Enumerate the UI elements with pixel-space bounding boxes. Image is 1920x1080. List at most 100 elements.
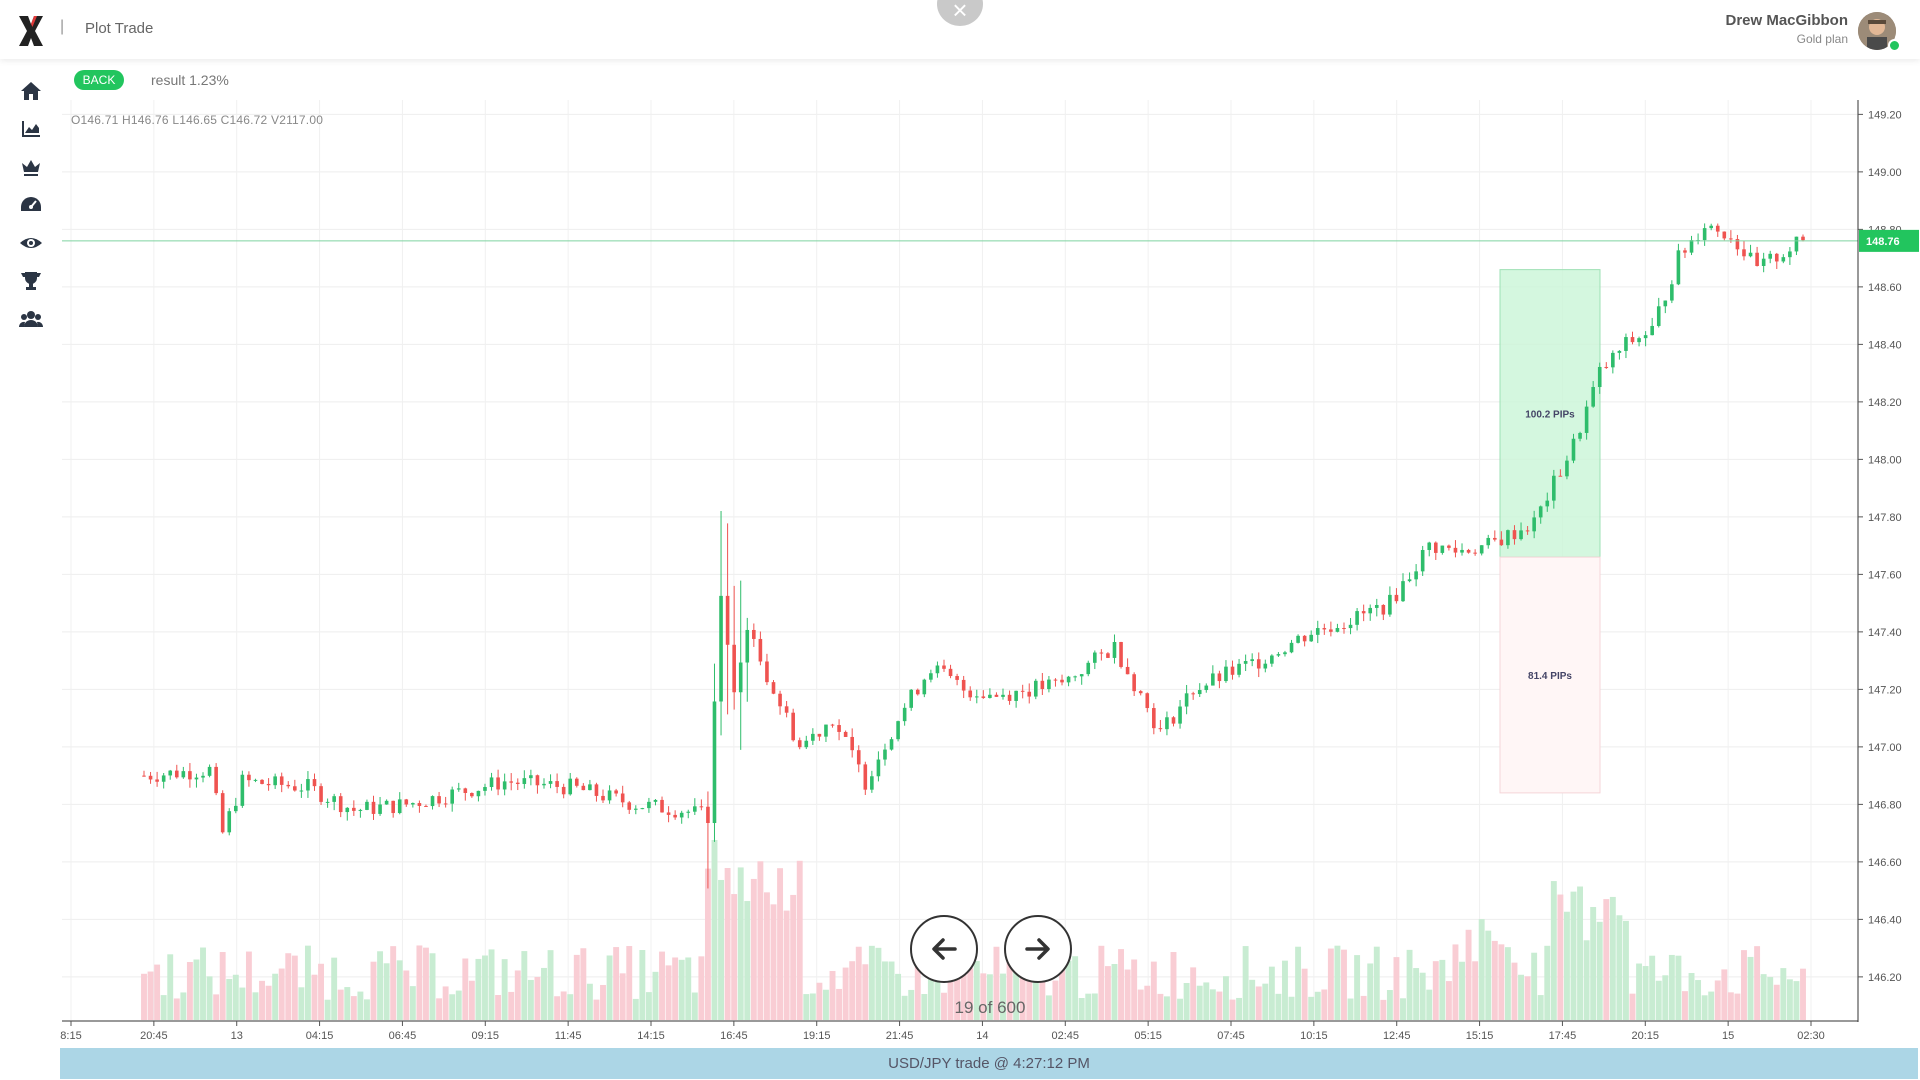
volume-bar: [1563, 911, 1570, 1020]
y-tick-label: 148.40: [1868, 339, 1902, 351]
candle-body: [1427, 542, 1432, 550]
candle-body: [791, 712, 795, 741]
volume-bar: [475, 958, 482, 1020]
candle-body: [1460, 549, 1464, 553]
back-button[interactable]: BACK: [74, 70, 124, 90]
candle-body: [1197, 690, 1202, 695]
volume-bar: [1242, 946, 1249, 1020]
candle-body: [1788, 251, 1792, 258]
candle-body: [201, 775, 205, 778]
users-icon[interactable]: [19, 307, 43, 331]
candle-body: [411, 803, 415, 805]
candle-body: [1578, 432, 1582, 439]
page-title: Plot Trade: [85, 20, 154, 37]
candle-body: [719, 595, 723, 702]
area-chart-icon[interactable]: [19, 117, 43, 141]
volume-bar: [1419, 972, 1426, 1020]
volume-bar: [442, 986, 449, 1020]
trade-counter: 19 of 600: [954, 998, 1026, 1017]
avatar[interactable]: [1858, 12, 1896, 50]
candle-body: [1230, 666, 1235, 675]
volume-bar: [1268, 966, 1275, 1020]
home-icon[interactable]: [19, 79, 43, 103]
volume-value: 2117.00: [279, 113, 324, 127]
volume-bar: [278, 968, 285, 1020]
logo[interactable]: [17, 14, 45, 48]
volume-bar: [1039, 957, 1046, 1020]
candle-body: [824, 724, 828, 737]
previous-button[interactable]: [910, 915, 978, 983]
candle-body: [542, 783, 546, 786]
candle-body: [1033, 680, 1038, 697]
next-button[interactable]: [1004, 915, 1072, 983]
candle-body: [633, 808, 638, 810]
volume-bar: [1603, 899, 1610, 1020]
candle-body: [1447, 545, 1451, 548]
candle-body: [352, 807, 356, 811]
volume-bar: [626, 946, 633, 1020]
candle-body: [1243, 661, 1248, 664]
candle-body: [614, 790, 618, 794]
candle-body: [1683, 250, 1687, 253]
close-button[interactable]: ×: [937, 0, 983, 26]
candle-body: [1315, 628, 1320, 635]
candle-body: [1742, 249, 1746, 257]
volume-bar: [672, 957, 679, 1020]
candle-body: [929, 673, 933, 680]
volume-bar: [1360, 995, 1367, 1020]
candle-body: [1007, 694, 1012, 701]
x-tick-label: 17:45: [1549, 1030, 1577, 1042]
speedometer-icon[interactable]: [19, 193, 43, 217]
candle-body: [1663, 300, 1668, 307]
candle-body: [574, 778, 579, 786]
volume-bar: [1393, 957, 1400, 1020]
volume-bar: [272, 973, 279, 1020]
candle-body: [319, 786, 323, 802]
candle-body: [1079, 674, 1084, 677]
candle-body: [994, 694, 999, 697]
x-tick-label: 15: [1722, 1030, 1734, 1042]
volume-bar: [1760, 974, 1767, 1020]
volume-bar: [1682, 991, 1688, 1020]
candle-body: [1512, 530, 1517, 540]
volume-bar: [993, 946, 1000, 1020]
candle-body: [1211, 673, 1215, 686]
volume-bar: [357, 991, 364, 1020]
volume-bar: [783, 910, 790, 1020]
volume-bar: [1380, 999, 1387, 1020]
volume-bar: [1629, 993, 1636, 1020]
stop-loss-zone: [1499, 556, 1601, 794]
volume-bar: [986, 974, 993, 1020]
eye-icon[interactable]: [19, 231, 43, 255]
current-price-badge: [1859, 229, 1919, 252]
candle-body: [1761, 258, 1766, 266]
candle-body: [188, 771, 192, 780]
candle-body: [430, 796, 435, 807]
crown-icon[interactable]: [19, 155, 43, 179]
volume-bar: [1052, 980, 1059, 1020]
candle-body: [915, 689, 920, 695]
volume-bar: [252, 992, 259, 1020]
volume-bar: [186, 962, 193, 1020]
volume-bar: [934, 972, 941, 1020]
volume-bar: [1786, 979, 1793, 1020]
volume-bar: [1078, 998, 1085, 1020]
user-name[interactable]: Drew MacGibbon: [1725, 12, 1848, 29]
candle-body: [889, 739, 894, 750]
candle-body: [1093, 652, 1097, 663]
volume-bar: [1570, 891, 1577, 1020]
volume-bar: [285, 953, 292, 1020]
volume-bar: [455, 990, 462, 1020]
candle-body: [220, 793, 225, 833]
candle-body: [883, 749, 887, 760]
candle-body: [1237, 663, 1241, 675]
candle-body: [673, 814, 677, 818]
volume-bar: [1255, 986, 1262, 1020]
volume-bar: [1249, 979, 1256, 1020]
candle-body: [1538, 506, 1543, 518]
volume-bar: [514, 970, 521, 1020]
trophy-icon[interactable]: [19, 269, 43, 293]
candle-body: [1256, 659, 1261, 669]
volume-bar: [1013, 957, 1020, 1020]
